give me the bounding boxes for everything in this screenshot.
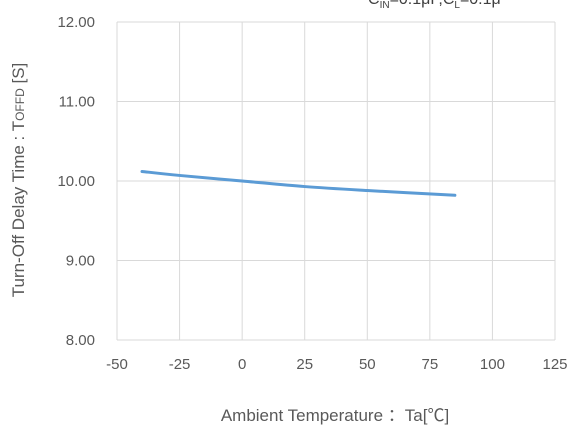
x-tick-label: 25 bbox=[296, 356, 313, 373]
conditions-note-sub-l: L bbox=[454, 0, 460, 11]
x-tick-label: 125 bbox=[542, 356, 567, 373]
y-tick-label: 10.00 bbox=[57, 173, 95, 190]
y-axis-title: Turn-Off Delay Time : TOFFD [S] bbox=[9, 63, 28, 298]
conditions-note-tail: =0.1μ bbox=[460, 0, 501, 8]
conditions-note-sub-in: IN bbox=[380, 0, 390, 11]
series-layer bbox=[140, 169, 457, 197]
y-axis-title-subscript: OFFD bbox=[13, 88, 27, 121]
y-tick-label: 8.00 bbox=[66, 332, 95, 349]
y-tick-label: 11.00 bbox=[59, 94, 95, 111]
y-axis-title-prefix: Turn-Off Delay Time : T bbox=[9, 121, 28, 297]
x-tick-label: -50 bbox=[106, 356, 128, 373]
y-tick-label: 9.00 bbox=[66, 253, 95, 270]
x-tick-label: 100 bbox=[480, 356, 505, 373]
x-tick-label: 75 bbox=[422, 356, 439, 373]
x-tick-labels: -50 -25 0 25 50 75 100 125 bbox=[106, 356, 567, 373]
x-axis-title: Ambient Temperature ：Ta[℃] bbox=[221, 406, 449, 425]
y-tick-labels: 8.00 9.00 10.00 11.00 12.00 bbox=[57, 14, 95, 349]
conditions-note-mid: =0.1μF,C bbox=[390, 0, 455, 8]
x-tick-label: -25 bbox=[169, 356, 191, 373]
y-axis-title-suffix: [S] bbox=[9, 63, 28, 89]
conditions-note: CIN=0.1μF,CL=0.1μ bbox=[368, 0, 501, 11]
x-tick-label: 50 bbox=[359, 356, 376, 373]
x-tick-label: 0 bbox=[238, 356, 246, 373]
series-line bbox=[140, 169, 457, 197]
y-tick-label: 12.00 bbox=[57, 14, 95, 31]
grid bbox=[116, 21, 556, 341]
conditions-note-c1: C bbox=[368, 0, 380, 8]
